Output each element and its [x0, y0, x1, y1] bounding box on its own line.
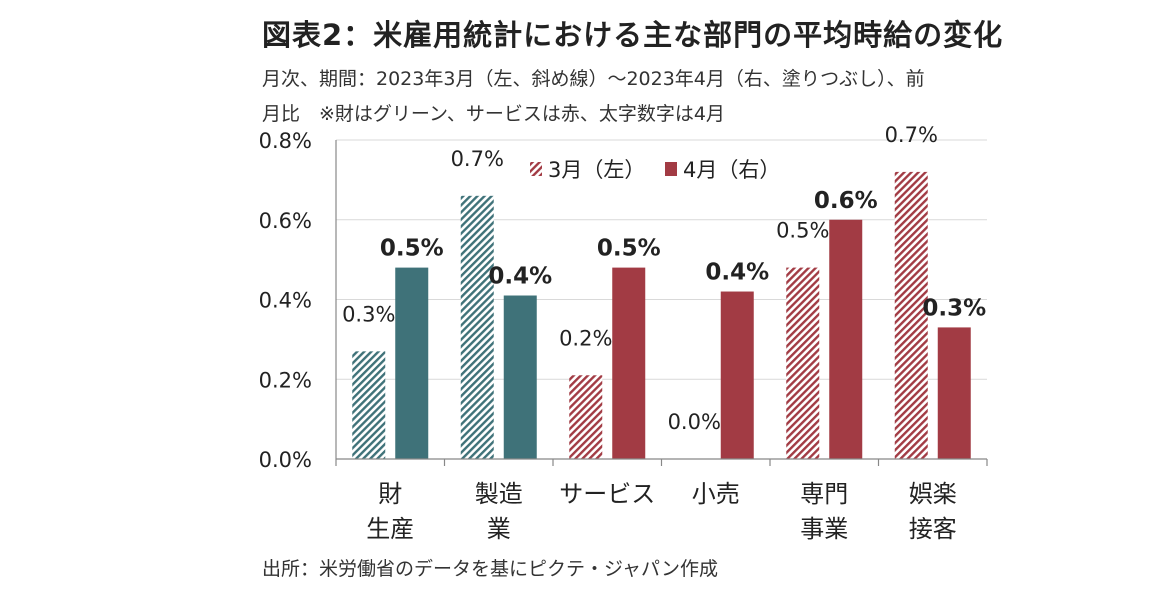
- y-tick-label: 0.8%: [259, 129, 312, 153]
- legend-march-label: 3月（左）: [548, 158, 645, 182]
- data-label-april: 0.6%: [814, 188, 878, 214]
- x-category-label: 娯楽: [909, 480, 957, 508]
- bar-march: [460, 195, 494, 459]
- subtitle-line-1: 月次、期間：2023年3月（左、斜め線）～2023年4月（右、塗りつぶし）、前: [262, 68, 925, 90]
- bar-april: [395, 267, 429, 459]
- x-category-label: 財: [378, 480, 402, 508]
- data-label-march: 0.2%: [559, 326, 612, 350]
- data-label-april: 0.5%: [597, 236, 661, 262]
- page-title: 図表2：米雇用統計における主な部門の平均時給の変化: [262, 18, 1004, 52]
- data-label-april: 0.4%: [488, 264, 552, 290]
- source-note: 出所：米労働省のデータを基にピクテ・ジャパン作成: [262, 558, 719, 580]
- x-category-label: 小売: [692, 480, 740, 508]
- data-label-march: 0.3%: [342, 302, 395, 326]
- data-label-march: 0.0%: [668, 410, 721, 434]
- bar-april: [612, 267, 646, 459]
- data-label-april: 0.4%: [705, 260, 769, 286]
- legend-april-label: 4月（右）: [683, 158, 780, 182]
- bar-march: [786, 267, 820, 459]
- x-category-label: 生産: [366, 515, 414, 543]
- subtitle-line-2: 月比 ※財はグリーン、サービスは赤、太字数字は4月: [262, 103, 725, 125]
- data-label-march: 0.5%: [776, 219, 829, 243]
- y-tick-label: 0.0%: [259, 448, 312, 472]
- legend-april-swatch: [665, 162, 677, 176]
- bar-april: [720, 291, 754, 459]
- bar-april: [503, 295, 537, 459]
- data-label-march: 0.7%: [451, 147, 504, 171]
- y-tick-label: 0.6%: [259, 209, 312, 233]
- data-label-march: 0.7%: [885, 123, 938, 147]
- bar-march: [352, 351, 386, 459]
- x-category-label: 接客: [909, 515, 957, 543]
- data-label-april: 0.3%: [922, 295, 986, 321]
- x-category-label: サービス: [559, 480, 655, 508]
- data-label-april: 0.5%: [380, 236, 444, 262]
- x-category-label: 業: [487, 515, 511, 543]
- bar-april: [829, 219, 863, 459]
- bar-march: [569, 375, 603, 459]
- x-category-label: 事業: [800, 515, 848, 543]
- legend-march-swatch: [530, 162, 542, 176]
- bar-march: [894, 171, 928, 459]
- x-category-label: 製造: [475, 480, 523, 508]
- bar-april: [937, 327, 971, 459]
- y-tick-label: 0.4%: [259, 289, 312, 313]
- x-category-label: 専門: [800, 480, 848, 508]
- y-tick-label: 0.2%: [259, 368, 312, 392]
